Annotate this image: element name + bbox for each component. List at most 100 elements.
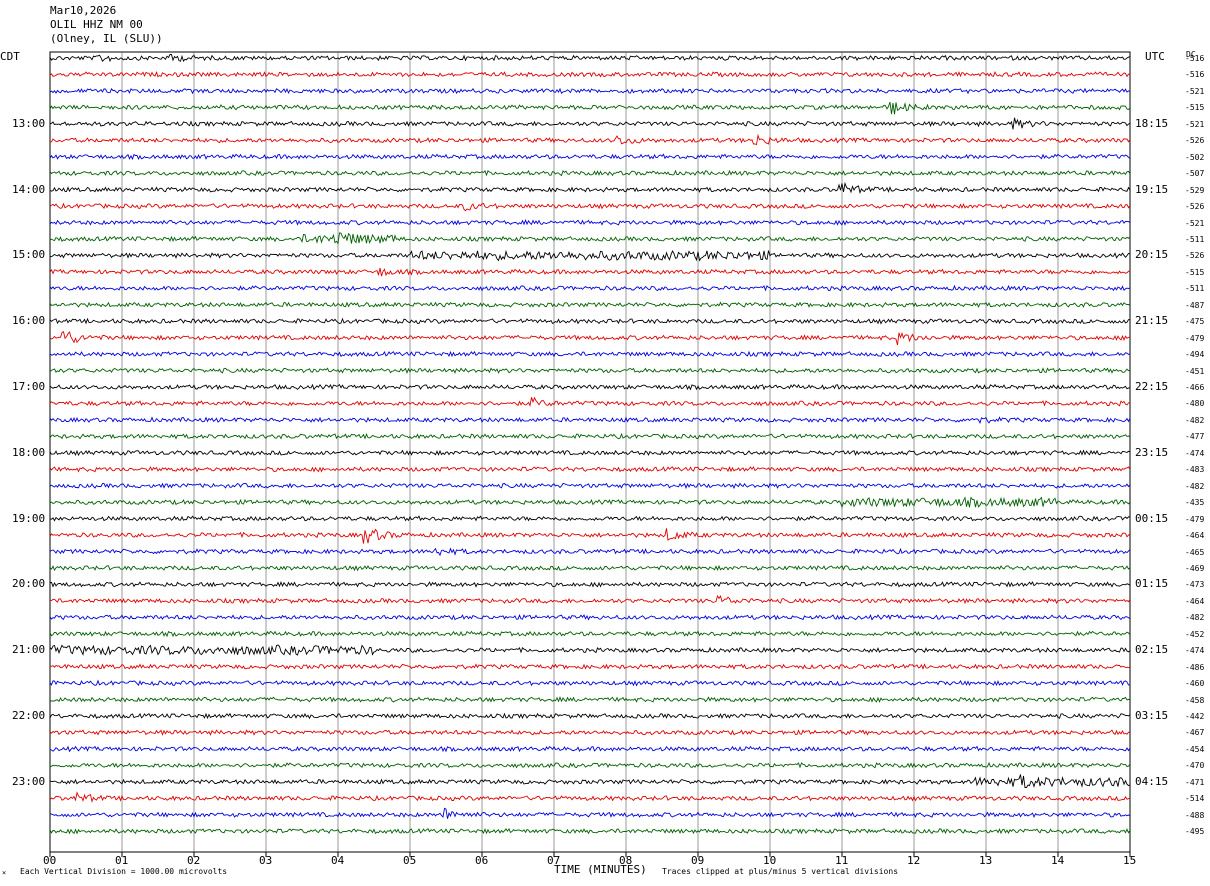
dc-offset-label: -460	[1185, 679, 1205, 689]
right-zone-label: UTC	[1145, 50, 1165, 63]
trace-line-30	[49, 547, 1131, 557]
trace-line-44	[49, 774, 1131, 788]
dc-offset-label: -526	[1185, 202, 1205, 212]
origin-mark: ×	[2, 869, 7, 877]
dc-offset-label: -486	[1185, 662, 1205, 672]
dc-offset-label: -479	[1185, 514, 1205, 524]
dc-offset-label: -515	[1185, 267, 1205, 277]
trace-line-10	[49, 219, 1131, 226]
trace-line-25	[49, 465, 1131, 473]
dc-offset-label: -526	[1185, 251, 1205, 261]
trace-line-4	[49, 117, 1131, 130]
dc-offset-label: -516	[1185, 70, 1205, 80]
right-hour-label: 23:15	[1135, 445, 1169, 459]
dc-offset-label: -479	[1185, 333, 1205, 343]
trace-line-29	[49, 528, 1131, 544]
x-tick-label: 00	[43, 854, 57, 867]
right-hour-label: 18:15	[1135, 116, 1169, 130]
right-hour-label: 03:15	[1135, 709, 1169, 722]
dc-offset-label: -514	[1185, 794, 1205, 804]
trace-line-7	[49, 169, 1131, 177]
dc-offset-label: -483	[1185, 465, 1205, 475]
trace-line-1	[49, 70, 1131, 78]
trace-line-12	[49, 249, 1131, 262]
dc-offset-label: -435	[1185, 498, 1205, 508]
dc-offset-label: -452	[1185, 629, 1205, 639]
dc-offset-label: -470	[1185, 761, 1205, 771]
dc-offset-label: -507	[1185, 169, 1205, 179]
dc-offset-label: -488	[1185, 810, 1205, 820]
right-hour-label: 20:15	[1135, 248, 1169, 262]
scale-note: Each Vertical Division = 1000.00 microvo…	[20, 867, 228, 876]
trace-line-24	[49, 449, 1131, 457]
dc-offset-label: -482	[1185, 613, 1205, 623]
trace-line-37	[49, 663, 1131, 670]
trace-line-19	[49, 367, 1131, 374]
dc-offset-label: -466	[1185, 383, 1205, 392]
x-tick-label: 15	[1123, 854, 1137, 867]
right-hour-label: 22:15	[1135, 380, 1169, 393]
trace-line-43	[49, 761, 1131, 769]
dc-offset-label: -475	[1185, 317, 1205, 327]
trace-line-11	[49, 232, 1131, 245]
x-tick-label: 02	[187, 854, 201, 867]
dc-offset-label: -454	[1185, 744, 1205, 754]
dc-offset-label: -511	[1185, 284, 1205, 294]
trace-line-46	[49, 807, 1131, 819]
right-hour-label: 19:15	[1135, 182, 1169, 196]
trace-line-23	[49, 432, 1131, 440]
trace-line-6	[49, 153, 1131, 161]
dc-offset-label: -495	[1185, 827, 1205, 837]
trace-line-3	[49, 101, 1131, 115]
dc-offset-label: -480	[1185, 399, 1205, 409]
left-hour-label: 16:00	[12, 314, 46, 328]
dc-offset-label: -467	[1185, 728, 1205, 738]
chart-location: (Olney, IL (SLU))	[50, 32, 163, 45]
clip-note: Traces clipped at plus/minus 5 vertical …	[662, 867, 899, 876]
dc-offset-label: -494	[1185, 350, 1205, 360]
left-hour-label: 19:00	[12, 511, 46, 525]
trace-line-27	[49, 496, 1131, 509]
trace-line-38	[49, 679, 1130, 687]
x-tick-label: 11	[835, 854, 849, 867]
trace-line-33	[50, 594, 1131, 605]
trace-line-0	[49, 54, 1131, 63]
trace-line-5	[49, 133, 1131, 146]
trace-line-42	[49, 745, 1131, 753]
x-tick-label: 07	[547, 854, 561, 867]
trace-line-28	[49, 515, 1131, 522]
dc-offset-label: -473	[1185, 580, 1205, 590]
left-hour-label: 14:00	[12, 182, 46, 196]
trace-line-16	[49, 317, 1131, 325]
left-hour-label: 18:00	[12, 445, 46, 459]
trace-line-8	[49, 181, 1131, 195]
x-tick-label: 10	[763, 854, 777, 867]
trace-line-26	[49, 482, 1131, 490]
trace-line-2	[49, 87, 1131, 95]
x-tick-label: 09	[691, 854, 705, 867]
dc-offset-label: -458	[1185, 695, 1205, 705]
left-hour-label: 13:00	[12, 116, 46, 130]
x-tick-label: 01	[115, 854, 129, 867]
dc-offset-label: -502	[1185, 152, 1205, 162]
left-hour-label: 22:00	[12, 709, 46, 722]
dc-offset-label: -515	[1185, 103, 1205, 113]
trace-line-32	[49, 580, 1131, 588]
x-tick-label: 13	[979, 854, 993, 867]
left-hour-label: 15:00	[12, 248, 46, 262]
right-hour-label: 00:15	[1135, 511, 1169, 525]
left-hour-label: 23:00	[12, 774, 46, 788]
trace-line-14	[49, 284, 1131, 292]
dc-offset-label: -451	[1185, 366, 1205, 376]
left-zone-label: CDT	[0, 50, 20, 63]
trace-group	[49, 54, 1131, 835]
dc-offset-label: -521	[1185, 218, 1205, 228]
trace-line-34	[49, 613, 1131, 621]
dc-offset-label: -469	[1185, 563, 1205, 573]
right-hour-label: 21:15	[1135, 314, 1169, 328]
right-hour-label: 04:15	[1135, 774, 1169, 788]
trace-line-47	[49, 827, 1131, 835]
trace-line-15	[49, 301, 1131, 309]
dc-offset-label: -529	[1185, 185, 1205, 195]
dc-offset-label: -442	[1185, 712, 1205, 721]
